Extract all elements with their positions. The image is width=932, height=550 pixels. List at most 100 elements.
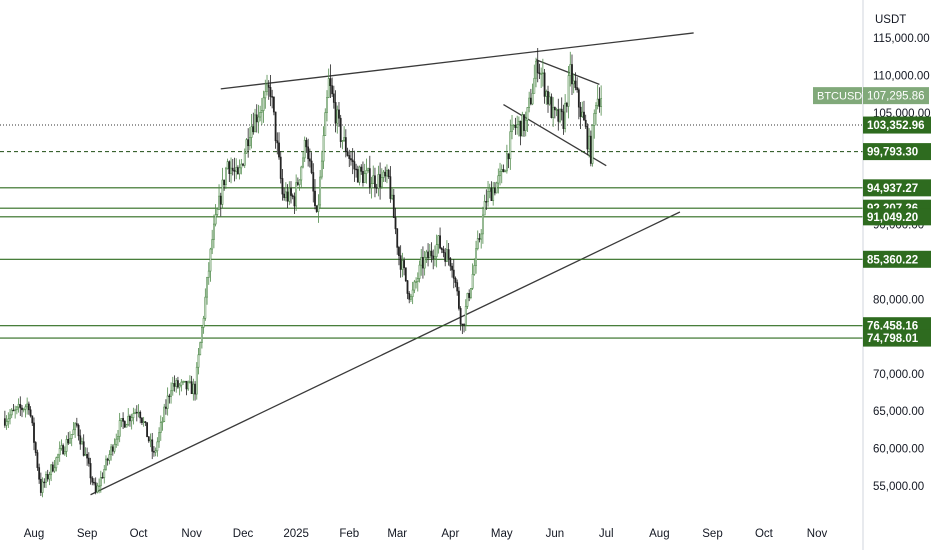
candle-body [514, 124, 517, 129]
candle-body [183, 380, 186, 383]
candle-body [310, 160, 313, 173]
candle-body [473, 265, 476, 275]
candle-body [264, 91, 267, 99]
candle-body [403, 260, 405, 269]
candle-body [182, 381, 184, 383]
candle-body [118, 420, 121, 437]
candle-body [278, 142, 280, 158]
y-tick-label: 110,000.00 [873, 70, 930, 82]
candle-body [67, 439, 70, 444]
candle-body [206, 277, 208, 298]
time-axis: Aug Sep Oct Nov Dec 2025 Feb Mar Apr May Jun Jul Aug… [24, 528, 828, 540]
candle-body [317, 204, 320, 212]
candle-body [271, 96, 274, 98]
candle-body [283, 193, 286, 198]
candle-body [86, 454, 89, 459]
candle-body [105, 458, 107, 470]
candle-body [574, 80, 577, 88]
candle-body [166, 395, 169, 409]
candle-body [524, 119, 527, 131]
candle-body [571, 64, 573, 85]
candle-body [446, 249, 448, 262]
candle-body [17, 404, 20, 408]
y-tick-label: 70,000.00 [873, 369, 924, 381]
candle-body [39, 478, 42, 493]
candle-body [190, 381, 193, 395]
candle-body [115, 438, 118, 445]
candle-body [96, 485, 99, 493]
candle-body [254, 114, 256, 133]
candle-body [481, 214, 484, 235]
candle-body [459, 308, 462, 325]
candle-body [483, 201, 486, 216]
candle-body [173, 383, 176, 387]
candle-body [396, 228, 399, 248]
candle-body [213, 223, 215, 240]
candle-body [259, 112, 262, 118]
candle-body [529, 97, 532, 105]
candle-body [480, 233, 483, 240]
candle-body [372, 175, 375, 184]
x-tick-label: Jul [599, 528, 614, 540]
candle-body [36, 452, 39, 468]
candle-body [353, 161, 356, 170]
candle-body [565, 102, 568, 107]
trendline-flag-upper[interactable] [535, 59, 600, 86]
candle-body [545, 91, 548, 97]
candle-body [557, 109, 560, 122]
candle-body [356, 169, 359, 183]
candle-body [163, 406, 166, 422]
candle-body [307, 146, 310, 160]
candle-body [296, 182, 299, 185]
candle-body [195, 366, 198, 395]
trendline-ascending-support[interactable] [90, 211, 681, 496]
y-tick-label: 55,000.00 [873, 481, 924, 493]
candle-body [497, 175, 500, 184]
candle-body [48, 474, 51, 480]
candle-body [427, 251, 429, 259]
candle-body [180, 381, 183, 386]
candle-body [194, 383, 196, 395]
candle-body [344, 137, 347, 152]
candle-body [552, 107, 555, 118]
candle-body [81, 441, 83, 445]
candle-body [272, 96, 275, 113]
candle-body [228, 161, 231, 174]
candle-body [245, 139, 248, 154]
candle-body [89, 463, 92, 479]
candle-body [521, 114, 524, 137]
candle-body [236, 167, 239, 175]
candle-body [492, 188, 495, 201]
candle-body [50, 464, 53, 476]
candle-body [106, 458, 109, 461]
candle-body [153, 451, 155, 453]
candle-body [262, 97, 265, 111]
candle-body [499, 171, 501, 177]
candle-body [199, 342, 202, 356]
candle-body [117, 436, 119, 440]
candle-body [432, 255, 435, 259]
candle-body [320, 160, 323, 178]
candle-body [528, 97, 531, 108]
candle-body [404, 267, 407, 281]
candles [3, 47, 603, 498]
candle-body [422, 257, 424, 269]
candle-body [439, 235, 441, 249]
trendlines [90, 32, 694, 496]
candle-body [34, 442, 37, 453]
candle-body [147, 436, 150, 442]
candle-body [355, 168, 358, 171]
candle-body [144, 421, 147, 423]
x-tick-label: Sep [702, 528, 722, 540]
candle-body [230, 167, 232, 174]
candle-body [553, 107, 556, 111]
trendline-upper-resistance[interactable] [220, 32, 694, 90]
candle-body [276, 140, 279, 144]
x-tick-label: Sep [77, 528, 97, 540]
candle-body [377, 174, 380, 189]
candle-body [463, 324, 465, 326]
candle-body [266, 84, 268, 92]
candle-body [139, 411, 142, 419]
candle-body [12, 409, 15, 412]
